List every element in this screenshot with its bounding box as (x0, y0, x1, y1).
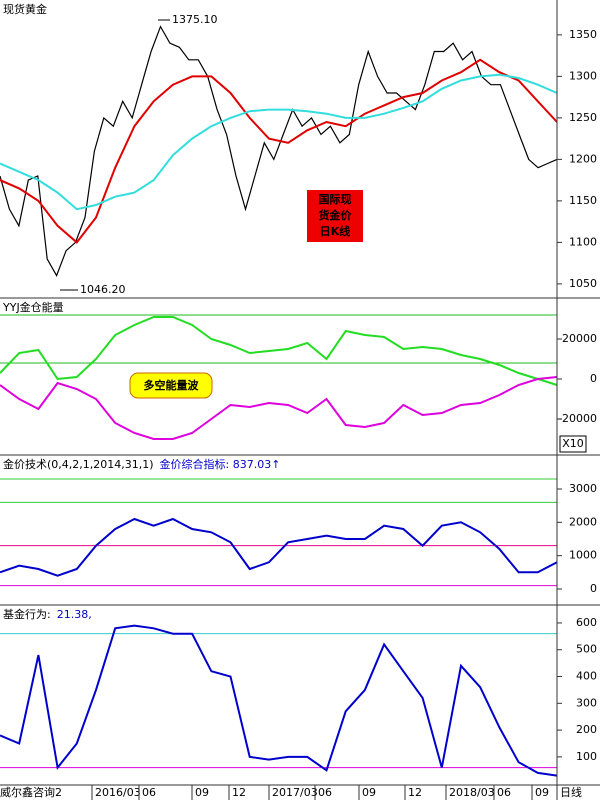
x-tick-label: 2018/03 (449, 786, 495, 799)
series-line (0, 624, 558, 777)
y-tick-label: -20000 (558, 412, 597, 425)
panel-subtitle: 金价综合指标: 837.03↑ (160, 457, 281, 471)
x-tick-label: 06 (318, 786, 332, 799)
series-line (0, 316, 558, 386)
series-line (0, 73, 558, 211)
badge-box (129, 372, 213, 399)
y-tick-label: 1100 (569, 235, 597, 248)
x-tick-label: 09 (362, 786, 376, 799)
x-tick-label: 12 (408, 786, 422, 799)
x-tick-label: 日线 (560, 785, 582, 799)
y-tick-label: 1200 (569, 152, 597, 165)
y-tick-label: 3000 (569, 482, 597, 495)
unit-label: X10 (562, 437, 584, 450)
series-line (0, 58, 558, 244)
unit-box (559, 435, 587, 453)
y-tick-label: 1350 (569, 28, 597, 41)
y-tick-label: 1250 (569, 111, 597, 124)
y-tick-label: 500 (576, 643, 597, 656)
y-tick-label: 1000 (569, 549, 597, 562)
y-tick-label: 0 (590, 372, 597, 385)
series-line (0, 517, 558, 577)
x-tick-label: 06 (497, 786, 511, 799)
y-tick-label: 300 (576, 696, 597, 709)
y-tick-label: 400 (576, 670, 597, 683)
panel-title-text: 现货黄金 (3, 2, 47, 16)
y-tick-label: 1050 (569, 277, 597, 290)
panel-title-text: YYJ金仓能量 (2, 300, 64, 314)
badge-text: 多空能量波 (144, 378, 200, 392)
panel-subtitle: 21.38, (57, 608, 92, 621)
x-tick-label: 威尔鑫咨询2 (0, 785, 62, 799)
series-line (0, 25, 558, 278)
y-tick-label: 100 (576, 750, 597, 763)
x-tick-label: 2016/03 (95, 786, 141, 799)
panel-title-text: 基金行为: (3, 607, 51, 621)
price-annotation: 1046.20 (80, 283, 126, 296)
panel-title: 基金行为: 21.38, (3, 607, 92, 621)
badge-box (307, 190, 363, 242)
y-tick-label: 20000 (562, 332, 597, 345)
panel-title: 金价技术(0,4,2,1,2014,31,1) 金价综合指标: 837.03↑ (3, 457, 280, 471)
y-tick-label: 200 (576, 723, 597, 736)
panel-title: 现货黄金 (3, 2, 47, 16)
y-tick-label: 2000 (569, 515, 597, 528)
panel-title-text: 金价技术(0,4,2,1,2014,31,1) (3, 457, 154, 471)
series-line (0, 376, 558, 440)
x-tick-label: 09 (195, 786, 209, 799)
price-annotation: 1375.10 (172, 13, 218, 26)
badge-text: 货金价 (318, 208, 353, 222)
badge-text: 国际现 (319, 192, 352, 206)
y-tick-label: 1150 (569, 194, 597, 207)
x-tick-label: 12 (232, 786, 246, 799)
x-tick-label: 2017/03 (272, 786, 318, 799)
y-tick-label: 1300 (569, 69, 597, 82)
x-tick-label: 09 (535, 786, 549, 799)
badge-text: 日K线 (320, 224, 351, 238)
y-tick-label: 600 (576, 616, 597, 629)
x-tick-label: 06 (142, 786, 156, 799)
y-tick-label: 0 (590, 582, 597, 595)
panel-title: YYJ金仓能量 (2, 300, 64, 314)
